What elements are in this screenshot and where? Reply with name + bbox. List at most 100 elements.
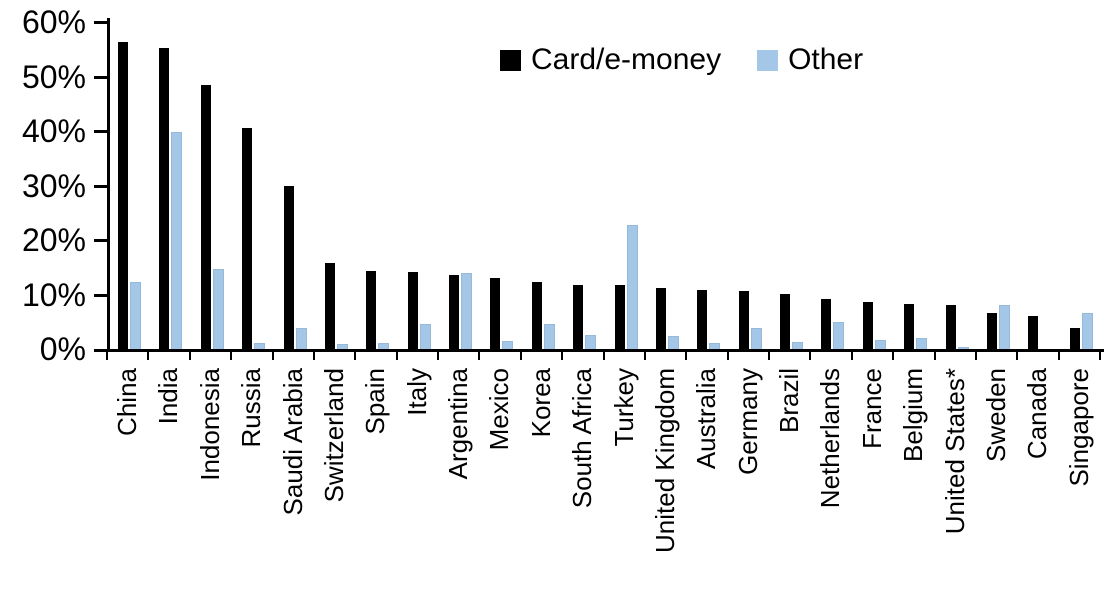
x-tick-mark xyxy=(602,352,605,360)
bar-card xyxy=(1028,315,1039,349)
bar-other xyxy=(543,323,555,349)
bar-other xyxy=(667,336,679,349)
bar-card xyxy=(904,304,915,349)
bar-other xyxy=(874,339,886,349)
bar-group-united-states- xyxy=(935,22,976,349)
x-label-netherlands: Netherlands xyxy=(815,368,846,509)
bar-group-canada xyxy=(1017,22,1058,349)
x-label-india: India xyxy=(153,368,184,425)
bar-card xyxy=(573,284,584,349)
bar-card xyxy=(531,281,542,349)
bar-other xyxy=(171,132,183,349)
bar-group-korea xyxy=(521,22,562,349)
bar-other xyxy=(709,343,721,349)
bar-other xyxy=(833,321,845,349)
y-tick-mark xyxy=(94,293,107,297)
bar-group-argentina xyxy=(438,22,479,349)
bar-group-india xyxy=(148,22,189,349)
x-label-australia: Australia xyxy=(691,368,722,470)
x-tick-mark xyxy=(933,352,936,360)
bar-group-mexico xyxy=(479,22,520,349)
x-label-spain: Spain xyxy=(360,368,391,435)
bar-other xyxy=(130,281,141,349)
legend: Card/e-money Other xyxy=(500,44,863,76)
bar-other xyxy=(212,268,224,349)
bar-group-italy xyxy=(397,22,438,349)
x-tick-mark xyxy=(188,352,191,360)
x-tick-mark xyxy=(768,352,770,360)
bar-card xyxy=(862,301,873,349)
bar-other xyxy=(1081,312,1093,349)
bar-card xyxy=(1069,327,1080,349)
bar-other xyxy=(461,273,472,349)
x-label-mexico: Mexico xyxy=(484,368,515,451)
legend-label-card: Card/e-money xyxy=(531,43,722,76)
x-tick-mark xyxy=(892,352,895,360)
bar-group-france xyxy=(852,22,893,349)
x-tick-mark xyxy=(519,352,522,360)
bar-group-singapore xyxy=(1059,22,1100,349)
bar-group-spain xyxy=(355,22,396,349)
x-label-sweden: Sweden xyxy=(980,368,1011,462)
x-tick-mark xyxy=(974,352,977,360)
legend-label-other: Other xyxy=(788,43,864,76)
bar-group-belgium xyxy=(893,22,934,349)
bar-other xyxy=(750,327,762,349)
y-tick-label: 60% xyxy=(21,4,86,40)
x-tick-mark xyxy=(1099,352,1101,360)
bar-card xyxy=(986,313,997,349)
bar-other xyxy=(998,304,1010,349)
x-label-singapore: Singapore xyxy=(1063,368,1094,487)
bar-other xyxy=(419,323,431,349)
bar-group-netherlands xyxy=(810,22,851,349)
bar-other xyxy=(254,343,266,349)
y-tick-label: 30% xyxy=(21,167,86,204)
x-tick-mark xyxy=(354,352,357,360)
y-tick-mark xyxy=(94,130,107,133)
bar-card xyxy=(200,85,211,349)
x-label-france: France xyxy=(856,368,887,449)
bar-group-china xyxy=(107,22,148,349)
x-label-canada: Canada xyxy=(1022,368,1053,460)
bar-group-russia xyxy=(231,22,272,349)
bar-other xyxy=(916,338,928,349)
bar-other xyxy=(378,343,390,349)
y-tick-label: 0% xyxy=(39,331,86,367)
bar-other xyxy=(295,327,307,349)
bar-group-indonesia xyxy=(190,22,231,349)
x-tick-mark xyxy=(478,352,481,360)
x-label-brazil: Brazil xyxy=(774,368,804,434)
x-tick-mark xyxy=(1016,352,1019,360)
bar-group-switzerland xyxy=(314,22,355,349)
x-label-south-africa: South Africa xyxy=(567,368,598,509)
x-label-switzerland: Switzerland xyxy=(318,368,349,503)
bar-card xyxy=(655,287,666,349)
bar-other xyxy=(585,335,597,349)
x-tick-mark xyxy=(147,352,150,360)
y-axis-line xyxy=(107,18,110,352)
x-tick-mark xyxy=(1057,352,1060,360)
bar-card xyxy=(945,305,956,349)
bar-group-saudi-arabia xyxy=(273,22,314,349)
x-tick-mark xyxy=(809,352,812,360)
x-label-korea: Korea xyxy=(525,368,556,438)
y-tick-label: 50% xyxy=(21,58,86,95)
bar-card xyxy=(738,290,749,349)
y-tick-mark xyxy=(94,21,107,24)
x-tick-mark xyxy=(685,352,688,360)
x-tick-mark xyxy=(643,352,646,360)
x-label-belgium: Belgium xyxy=(898,368,929,462)
bar-group-germany xyxy=(728,22,769,349)
x-label-argentina: Argentina xyxy=(443,368,473,480)
y-tick-mark xyxy=(94,239,107,242)
x-label-italy: Italy xyxy=(401,368,432,416)
bar-card xyxy=(407,271,418,349)
bar-other xyxy=(502,340,514,349)
x-tick-mark xyxy=(726,352,729,360)
bar-group-australia xyxy=(686,22,727,349)
x-tick-mark xyxy=(850,352,853,360)
x-label-china: China xyxy=(112,368,142,436)
x-label-united-kingdom: United Kingdom xyxy=(649,368,680,553)
x-label-indonesia: Indonesia xyxy=(194,368,225,481)
